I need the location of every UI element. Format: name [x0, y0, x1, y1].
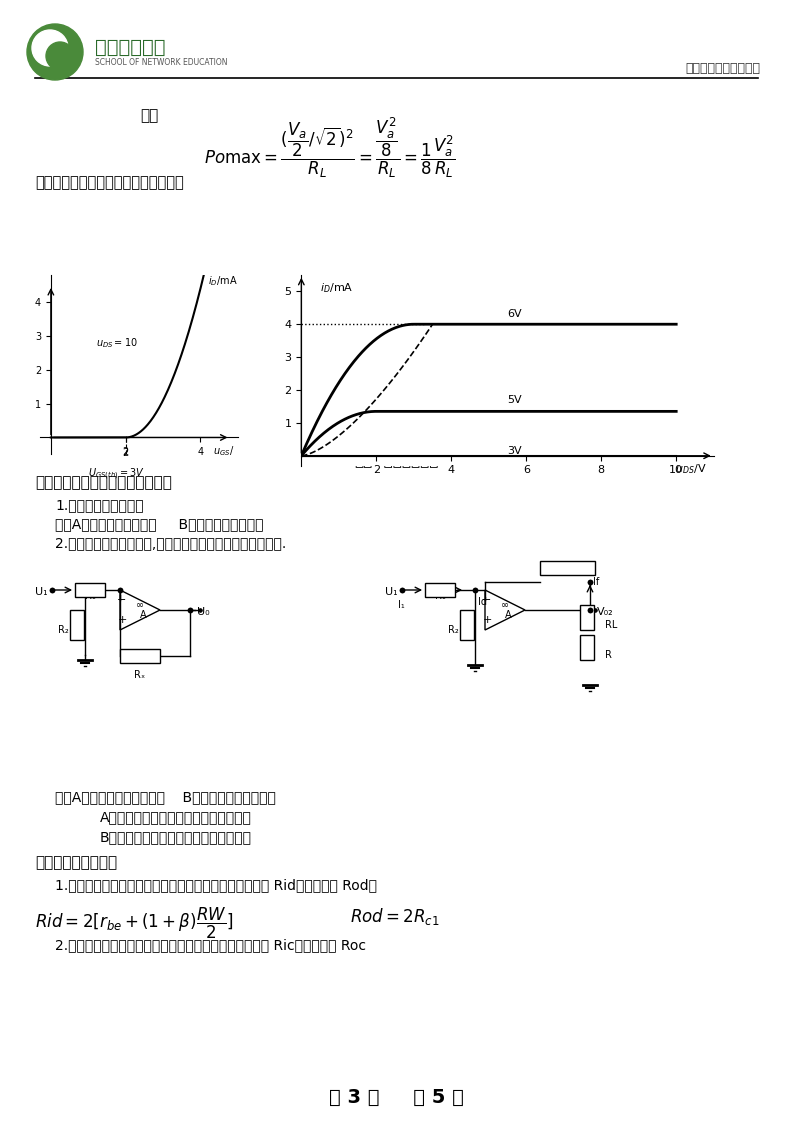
- Text: 《电子技术基础》作业: 《电子技术基础》作业: [685, 62, 760, 75]
- Text: 1.该电路的反馈类型；: 1.该电路的反馈类型；: [55, 498, 144, 512]
- Text: 6V: 6V: [508, 310, 522, 320]
- Text: Rₓ: Rₓ: [134, 670, 146, 680]
- Circle shape: [46, 42, 74, 70]
- Text: R₁: R₁: [435, 591, 446, 601]
- Text: 第 3 页     共 5 页: 第 3 页 共 5 页: [328, 1088, 463, 1107]
- Text: 七、请分析下列电路图，试判断：: 七、请分析下列电路图，试判断：: [35, 475, 172, 490]
- Circle shape: [27, 24, 83, 80]
- Text: 5V: 5V: [508, 395, 522, 405]
- Bar: [580, 605, 594, 629]
- Text: 六、请判断该波形描述何种电路元件。: 六、请判断该波形描述何种电路元件。: [35, 175, 184, 190]
- Text: 八、电路如图所示：: 八、电路如图所示：: [35, 855, 117, 870]
- Text: Id: Id: [478, 597, 487, 607]
- Text: 3V: 3V: [508, 445, 522, 456]
- Bar: [460, 610, 474, 640]
- Text: $i_D$/mA: $i_D$/mA: [320, 282, 354, 295]
- Text: $Po\max = \dfrac{(\dfrac{V_a}{2}/\sqrt{2})^2}{R_L} = \dfrac{\dfrac{V_a^2}{8}}{R_: $Po\max = \dfrac{(\dfrac{V_a}{2}/\sqrt{2…: [204, 114, 456, 180]
- Text: 2: 2: [123, 448, 128, 458]
- Text: 答：A图的反溃稳定输出电压    B图的反溃稳定输出电流: 答：A图的反溃稳定输出电压 B图的反溃稳定输出电流: [55, 790, 276, 804]
- Text: I₁: I₁: [450, 583, 457, 594]
- Text: $U_{GS(th)}=3V$: $U_{GS(th)}=3V$: [88, 467, 145, 481]
- Text: I₁: I₁: [398, 600, 404, 610]
- Text: If: If: [593, 577, 600, 587]
- Text: B图的反溃增大输出电阻，减少输入电阻: B图的反溃增大输出电阻，减少输入电阻: [100, 830, 252, 844]
- Text: 1.请画出该电路的差模单边等效电路并计算差模输入电阻 Rid，输出电阻 Rod：: 1.请画出该电路的差模单边等效电路并计算差模输入电阻 Rid，输出电阻 Rod：: [55, 879, 377, 892]
- Text: 2.该反馈稳定什么输出量,该反馈对输入输出电阻有什么影响.: 2.该反馈稳定什么输出量,该反馈对输入输出电阻有什么影响.: [55, 536, 286, 550]
- Bar: [540, 561, 595, 574]
- Bar: [120, 649, 160, 663]
- Text: U₁: U₁: [385, 587, 398, 597]
- Text: $u_{DS}$/V: $u_{DS}$/V: [675, 462, 707, 476]
- Text: V₀₂: V₀₂: [597, 607, 614, 617]
- Bar: [425, 583, 455, 597]
- Text: SCHOOL OF NETWORK EDUCATION: SCHOOL OF NETWORK EDUCATION: [95, 58, 228, 67]
- Text: RL: RL: [605, 620, 618, 629]
- Circle shape: [32, 30, 68, 66]
- Text: $u_{GS}/$: $u_{GS}/$: [213, 444, 234, 458]
- Text: U₀: U₀: [197, 607, 209, 617]
- Text: R₂: R₂: [447, 625, 458, 635]
- Text: Rₓ: Rₓ: [561, 567, 573, 577]
- Text: 2.请画出该电路的共模单边等效电路并计算共模输入电阻 Ric，输出电阻 Roc: 2.请画出该电路的共模单边等效电路并计算共模输入电阻 Ric，输出电阻 Roc: [55, 938, 366, 951]
- Text: 网络教育学院: 网络教育学院: [95, 38, 166, 57]
- Text: $i_D$/mA: $i_D$/mA: [208, 275, 238, 288]
- Text: R₁: R₁: [85, 591, 95, 601]
- Text: U₁: U₁: [36, 587, 48, 597]
- Text: 答：: 答：: [140, 108, 159, 123]
- Text: R: R: [605, 650, 612, 660]
- Text: R₂: R₂: [58, 625, 68, 635]
- Bar: [580, 635, 594, 660]
- Text: 答：A图为电压串联页反溃     B图为电流并联页反溃: 答：A图为电压串联页反溃 B图为电流并联页反溃: [55, 517, 263, 531]
- Text: $u_{DS}=10$: $u_{DS}=10$: [96, 335, 137, 350]
- Text: +: +: [482, 615, 492, 625]
- Text: A图的反溃减少输出电阻，增大输入电阻: A图的反溃减少输出电阻，增大输入电阻: [100, 810, 252, 824]
- Text: $Rod = 2R_{c1}$: $Rod = 2R_{c1}$: [350, 905, 439, 927]
- Bar: [70, 610, 84, 640]
- Bar: [75, 583, 105, 597]
- Text: ∞: ∞: [136, 600, 144, 610]
- Text: −: −: [117, 595, 127, 605]
- Text: −: −: [482, 595, 492, 605]
- Text: A: A: [140, 610, 147, 620]
- Text: $Rid = 2[r_{be} + (1+\beta)\dfrac{RW}{2}]$: $Rid = 2[r_{be} + (1+\beta)\dfrac{RW}{2}…: [35, 905, 233, 941]
- Text: ∞: ∞: [501, 600, 509, 610]
- Text: +: +: [117, 615, 127, 625]
- Text: 结型N沟道场效应管: 结型N沟道场效应管: [354, 452, 439, 467]
- Text: A: A: [504, 610, 511, 620]
